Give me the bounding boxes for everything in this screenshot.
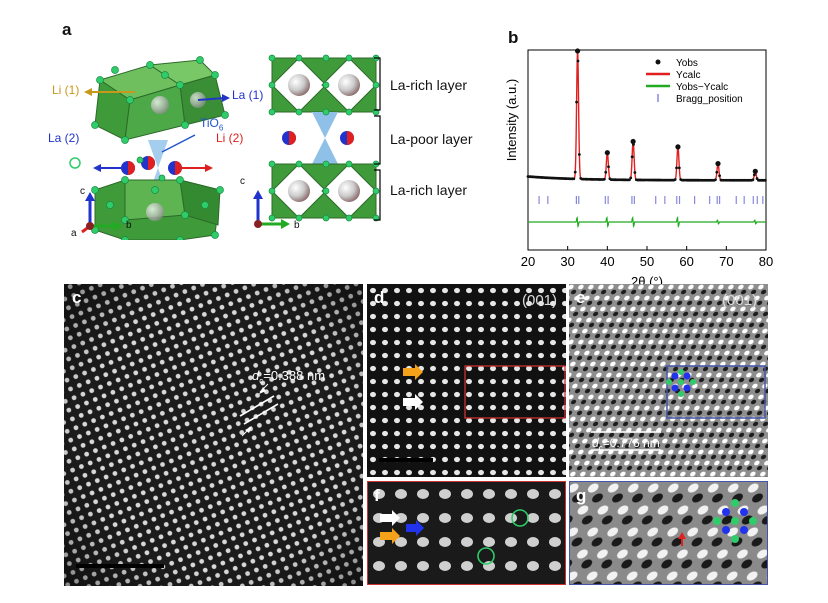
label-arrows	[84, 88, 230, 172]
yobs-point	[572, 177, 576, 181]
axis-b-right: b	[294, 220, 300, 231]
panel-c-label: c	[72, 288, 82, 307]
orientation-e: (001)	[722, 292, 758, 309]
yobs-peak-point	[630, 138, 636, 145]
axis-a-left: a	[71, 228, 77, 239]
y-axis-label: Intensity (a.u.)	[504, 79, 519, 161]
x-tick-label: 50	[640, 254, 654, 269]
yobs-peak-point	[675, 144, 681, 150]
yobs-point	[715, 170, 719, 174]
x-axis-label: 2θ (°)	[631, 274, 663, 285]
yobs-point	[575, 100, 578, 104]
yobs-point	[607, 165, 610, 169]
yobs-point	[576, 59, 580, 63]
label-la1: La (1)	[232, 88, 264, 102]
upper-octahedra	[94, 59, 226, 141]
legend-label: Ycalc	[676, 70, 700, 81]
yobs-peak-point	[752, 168, 758, 174]
series-ycalc	[527, 50, 766, 181]
panel-g-label: g	[576, 486, 587, 505]
layer-label-top: La-rich layer	[390, 77, 468, 93]
legend-label: Yobs	[676, 58, 698, 69]
stem-image-g	[569, 481, 768, 585]
legend-label: Bragg_position	[676, 94, 743, 105]
atom-overlay-g	[713, 499, 757, 543]
x-tick-label: 70	[719, 254, 733, 269]
axis-c-right: c	[240, 176, 245, 187]
orange-arrow-f	[380, 528, 400, 544]
axes-right	[253, 190, 290, 229]
label-li2: Li (2)	[216, 131, 244, 145]
x-tick-label: 40	[600, 254, 614, 269]
axis-b-left: b	[126, 220, 132, 231]
stem-image-f	[367, 481, 566, 585]
yobs-point	[764, 178, 767, 182]
yobs-point	[630, 155, 634, 159]
yobs-point	[677, 166, 681, 170]
yobs-point	[718, 174, 721, 178]
d-spacing-e: dc=0.776 nm	[592, 436, 660, 453]
yobs-point	[633, 171, 637, 174]
axes-left	[81, 192, 122, 234]
white-arrow-d	[403, 394, 423, 410]
yobs-peak-point	[574, 48, 581, 54]
panel-a-label: a	[62, 20, 72, 39]
label-la2: La (2)	[48, 131, 80, 145]
label-li1: Li (1)	[52, 83, 80, 97]
oxygen-atoms	[91, 56, 229, 240]
x-tick-label: 30	[560, 254, 574, 269]
yobs-point	[604, 170, 608, 174]
crystal-structure-left	[81, 56, 230, 240]
crystal-structure-right	[268, 54, 380, 222]
orange-arrow-d	[403, 364, 423, 380]
panel-e-label: e	[576, 288, 586, 307]
yobs-point	[573, 170, 577, 174]
layer-label-middle: La-poor layer	[390, 131, 473, 147]
blue-arrow-f	[406, 520, 424, 536]
lower-octahedra	[94, 179, 221, 240]
stem-image-d	[367, 284, 566, 477]
layer-brackets	[374, 57, 381, 221]
yobs-point	[627, 178, 631, 182]
white-arrow-f	[380, 510, 400, 526]
label-tio6: TiO6	[200, 116, 224, 133]
x-tick-label: 60	[679, 254, 693, 269]
d-spacing-c: dc=0.388 nm	[252, 368, 326, 386]
axis-c-left: c	[80, 186, 85, 197]
series-difference	[528, 215, 766, 229]
yobs-point	[675, 166, 678, 170]
orientation-d: (001)	[522, 292, 558, 309]
panel-b-label: b	[508, 28, 519, 47]
yobs-peak-point	[604, 150, 610, 156]
x-tick-label: 20	[521, 254, 535, 269]
panel-f-label: f	[374, 486, 380, 505]
x-tick-label: 80	[759, 254, 773, 269]
stem-image-c	[64, 284, 363, 586]
plot-frame	[527, 49, 767, 251]
yobs-point	[629, 176, 633, 180]
legend-label: Yobs−Ycalc	[676, 82, 728, 93]
yobs-peak-point	[715, 161, 721, 167]
yobs-point	[577, 153, 581, 156]
yobs-point	[752, 173, 756, 177]
yobs-point	[751, 178, 755, 182]
oxygen-legend-icon	[69, 157, 81, 169]
panel-d-label: d	[374, 288, 385, 307]
yobs-point	[673, 178, 677, 181]
yobs-point	[602, 177, 606, 181]
yobs-point	[714, 178, 717, 182]
atom-overlay-e	[666, 369, 696, 397]
stem-image-e	[569, 284, 768, 477]
xrd-chart: 20 30 40 50 60 70 80 2θ (°) Intensity (a.u.) Yobs…	[504, 48, 773, 285]
layer-label-bottom: La-rich layer	[390, 182, 468, 198]
legend-marker-yobs	[655, 59, 661, 65]
